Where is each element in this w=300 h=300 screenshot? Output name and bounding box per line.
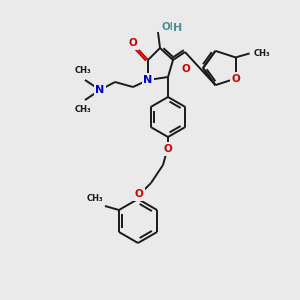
Text: O: O <box>129 38 137 48</box>
Text: CH₃: CH₃ <box>75 105 91 114</box>
Text: O: O <box>182 64 190 74</box>
Text: N: N <box>95 85 105 95</box>
Text: OH: OH <box>161 22 178 32</box>
Text: CH₃: CH₃ <box>75 66 91 75</box>
Text: CH₃: CH₃ <box>254 49 270 58</box>
Text: O: O <box>164 144 172 154</box>
Text: N: N <box>143 75 153 85</box>
Text: CH₃: CH₃ <box>86 194 103 203</box>
Text: O: O <box>231 74 240 84</box>
Text: O: O <box>135 189 143 199</box>
Text: H: H <box>173 23 183 33</box>
